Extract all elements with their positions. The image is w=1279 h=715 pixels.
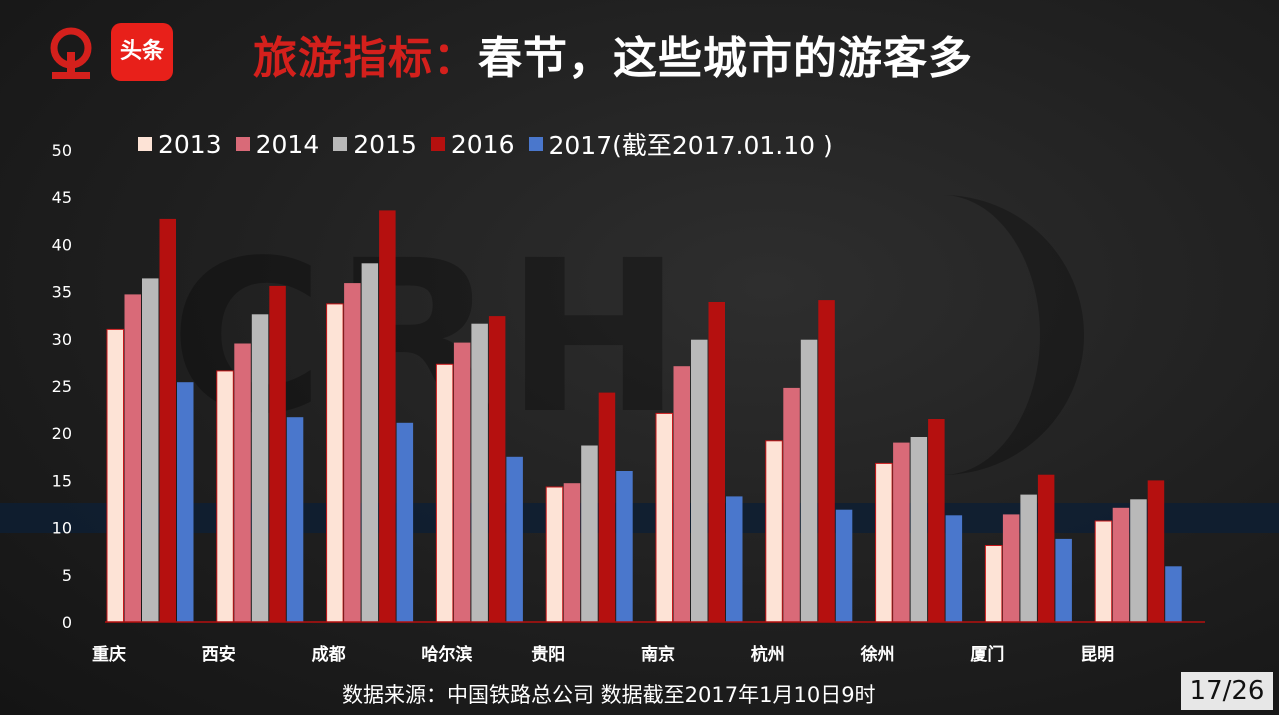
bar: [984, 545, 1003, 623]
bar: [726, 496, 743, 622]
bar: [800, 339, 818, 622]
legend-item: 2015: [333, 130, 417, 159]
bar: [928, 419, 945, 622]
bar: [471, 323, 488, 622]
category-label: 重庆: [92, 644, 126, 665]
y-tick-label: 20: [52, 424, 72, 443]
legend-label: 2014: [255, 129, 320, 159]
legend-swatch: [333, 137, 348, 151]
y-tick-label: 50: [52, 141, 72, 160]
railway-logo-icon: [50, 27, 92, 79]
title-main: 春节，这些城市的游客多: [478, 33, 973, 84]
bar: [1055, 538, 1072, 622]
bar: [910, 437, 928, 622]
category-label: 徐州: [860, 644, 895, 665]
bar: [655, 412, 673, 623]
bar: [251, 314, 269, 622]
bar: [1002, 514, 1020, 622]
bar: [581, 445, 598, 622]
background-band: [0, 503, 1279, 533]
bar: [673, 366, 690, 622]
bar: [945, 515, 963, 622]
legend-label: 2015: [353, 129, 417, 159]
legend-item: 2017(截至2017.01.10 ): [528, 126, 833, 162]
bar: [142, 278, 159, 622]
category-label: 昆明: [1080, 645, 1114, 665]
bar: [177, 382, 194, 622]
bar: [106, 328, 124, 623]
bar: [1130, 499, 1147, 622]
y-tick-label: 0: [62, 613, 72, 632]
toutiao-logo-label: 头条: [119, 39, 164, 64]
legend-swatch: [138, 137, 152, 151]
bar: [269, 285, 286, 622]
y-tick-label: 30: [52, 330, 72, 349]
bar: [396, 422, 414, 622]
category-label: 厦门: [970, 644, 1004, 665]
category-label: 杭州: [751, 644, 785, 665]
category-label: 西安: [202, 644, 236, 665]
bar: [818, 300, 835, 622]
bar: [765, 440, 783, 623]
bar: [708, 302, 725, 622]
legend-item: 2016: [430, 129, 515, 159]
category-label: 哈尔滨: [421, 644, 472, 665]
bar: [783, 387, 800, 622]
legend-item: 2013: [138, 130, 222, 159]
bar: [286, 417, 304, 622]
legend-label: 2016: [450, 129, 515, 159]
bar: [835, 509, 853, 622]
y-tick-label: 5: [62, 566, 72, 585]
source-note: 数据来源：中国铁路总公司 数据截至2017年1月10日9时: [342, 683, 876, 707]
bar: [563, 483, 581, 622]
bar: [506, 456, 523, 622]
bar: [545, 486, 564, 623]
category-label: 南京: [641, 644, 675, 665]
bar: [1037, 474, 1055, 622]
category-label: 成都: [312, 644, 346, 665]
bar: [488, 316, 506, 622]
bar: [216, 370, 234, 623]
bar: [435, 363, 454, 623]
y-tick-label: 25: [52, 377, 72, 396]
legend-swatch: [528, 137, 543, 151]
legend-label: 2017(截至2017.01.10 ): [548, 131, 833, 160]
bar: [691, 339, 708, 622]
legend-item: 2014: [235, 129, 320, 159]
bar: [1112, 507, 1130, 622]
legend-label: 2013: [158, 129, 222, 159]
bar: [1147, 480, 1165, 622]
bar: [234, 343, 251, 622]
y-tick-label: 10: [52, 519, 72, 538]
y-tick-label: 45: [52, 188, 72, 207]
bar: [598, 392, 616, 622]
bar: [1094, 520, 1113, 623]
bar: [616, 471, 633, 622]
page-title: 旅游指标：春节，这些城市的游客多: [253, 22, 973, 86]
category-label: 贵阳: [531, 644, 565, 665]
legend-swatch: [235, 137, 250, 151]
bar: [1165, 566, 1182, 622]
y-tick-label: 40: [52, 235, 72, 254]
bar: [893, 442, 910, 622]
legend-swatch: [430, 137, 445, 151]
page-indicator: 17/26: [1181, 672, 1273, 710]
title-highlight: 旅游指标：: [253, 33, 478, 84]
bar: [159, 218, 176, 622]
bar: [875, 462, 893, 623]
bar: [344, 283, 361, 622]
bar: [326, 303, 344, 623]
chart-legend: 2013 2014 2015 2016 2017(截至2017.01.10 ): [138, 126, 847, 162]
bar: [124, 294, 141, 622]
bar: [361, 263, 379, 622]
bar: [453, 342, 471, 622]
bar: [1020, 494, 1037, 622]
y-tick-label: 35: [52, 283, 72, 302]
bar: [379, 210, 396, 622]
toutiao-logo: 头条: [111, 23, 173, 81]
y-tick-label: 15: [52, 471, 72, 490]
